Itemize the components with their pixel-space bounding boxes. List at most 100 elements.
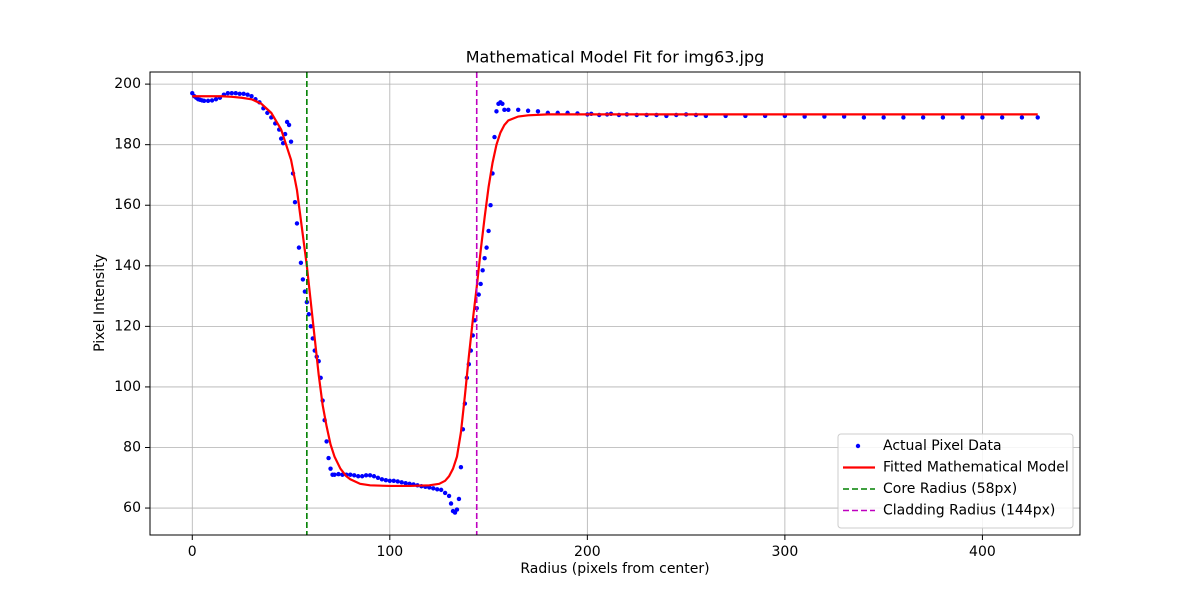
data-point	[348, 472, 353, 477]
data-point	[861, 115, 867, 120]
y-tick-label: 200	[114, 76, 141, 92]
data-point	[225, 90, 231, 96]
data-point	[201, 98, 207, 103]
x-tick-label: 0	[188, 544, 197, 560]
data-point	[306, 312, 312, 317]
y-tick-label: 60	[123, 500, 141, 516]
data-point	[352, 473, 357, 478]
data-point	[205, 98, 211, 103]
x-tick-label: 200	[574, 544, 601, 560]
data-point	[516, 107, 521, 113]
chart-title: Mathematical Model Fit for img63.jpg	[466, 48, 765, 67]
data-point	[383, 477, 389, 483]
data-point	[213, 97, 219, 102]
y-tick-label: 100	[114, 379, 141, 395]
fit-line	[192, 95, 1038, 488]
data-point	[375, 475, 381, 480]
legend-label: Actual Pixel Data	[883, 438, 1002, 454]
y-tick-label: 160	[114, 197, 141, 213]
plot-frame	[149, 71, 1081, 536]
data-point	[442, 490, 448, 496]
y-axis-label: Pixel Intensity	[92, 254, 108, 352]
data-point	[454, 507, 460, 512]
data-point	[492, 134, 497, 140]
data-point	[379, 477, 385, 482]
data-point	[399, 480, 404, 485]
data-point	[999, 115, 1005, 120]
data-point	[448, 501, 454, 506]
data-point	[438, 487, 444, 493]
data-point	[233, 90, 238, 96]
data-point	[359, 474, 365, 479]
data-point	[288, 139, 294, 144]
x-tick-label: 100	[376, 544, 403, 560]
data-point	[229, 90, 234, 96]
data-point	[940, 115, 946, 120]
data-point	[881, 115, 886, 120]
data-point	[391, 478, 396, 483]
data-point	[506, 107, 511, 113]
data-point	[237, 91, 242, 97]
data-point	[209, 98, 215, 103]
y-tick-label: 180	[114, 137, 141, 153]
legend-label: Core Radius (58px)	[883, 481, 1017, 497]
data-point	[480, 268, 485, 273]
data-point	[488, 203, 493, 208]
legend-box	[837, 433, 1074, 529]
data-point	[332, 472, 337, 477]
data-point	[326, 455, 331, 461]
data-point	[458, 464, 464, 470]
data-point	[241, 91, 246, 97]
y-tick-label: 120	[114, 318, 141, 334]
data-point	[328, 466, 333, 471]
y-tick-label: 140	[114, 258, 141, 274]
data-point	[486, 228, 491, 234]
data-point	[478, 281, 483, 287]
data-point	[298, 260, 304, 265]
data-point	[302, 289, 308, 294]
data-point	[387, 478, 393, 483]
data-point	[395, 479, 400, 484]
data-point	[1019, 115, 1025, 120]
x-tick-label: 300	[772, 544, 799, 560]
data-point	[300, 277, 306, 282]
data-point	[446, 493, 452, 499]
data-point	[278, 136, 284, 141]
legend: Actual Pixel Data Fitted Mathematical Mod…	[837, 433, 1074, 529]
data-point	[525, 108, 531, 113]
x-axis-label: Radius (pixels from center)	[520, 561, 709, 577]
data-point	[476, 292, 481, 297]
data-point	[286, 122, 292, 128]
legend-label: Cladding Radius (144px)	[883, 503, 1055, 519]
data-point	[484, 245, 489, 250]
data-point	[431, 486, 436, 491]
data-point	[494, 109, 499, 114]
data-point	[336, 471, 341, 477]
data-point	[294, 221, 300, 226]
data-point	[403, 481, 408, 486]
data-point	[960, 115, 965, 120]
data-point	[249, 94, 254, 99]
data-point	[265, 110, 270, 116]
data-point	[435, 487, 440, 492]
data-point	[363, 473, 369, 478]
data-point	[502, 107, 507, 113]
y-tick-label: 80	[123, 439, 141, 455]
data-point	[980, 115, 985, 120]
data-point	[371, 474, 377, 479]
plot-area	[190, 72, 1040, 535]
data-point	[482, 256, 487, 261]
data-point	[308, 324, 313, 329]
data-point	[456, 496, 462, 502]
x-tick-label: 400	[969, 544, 996, 560]
legend-label: Fitted Mathematical Model	[883, 460, 1069, 476]
data-point	[901, 115, 906, 120]
data-point	[245, 92, 250, 97]
data-point	[535, 109, 541, 114]
data-point	[920, 115, 926, 120]
data-point	[292, 200, 298, 205]
data-point	[296, 245, 302, 250]
data-point	[324, 439, 329, 444]
